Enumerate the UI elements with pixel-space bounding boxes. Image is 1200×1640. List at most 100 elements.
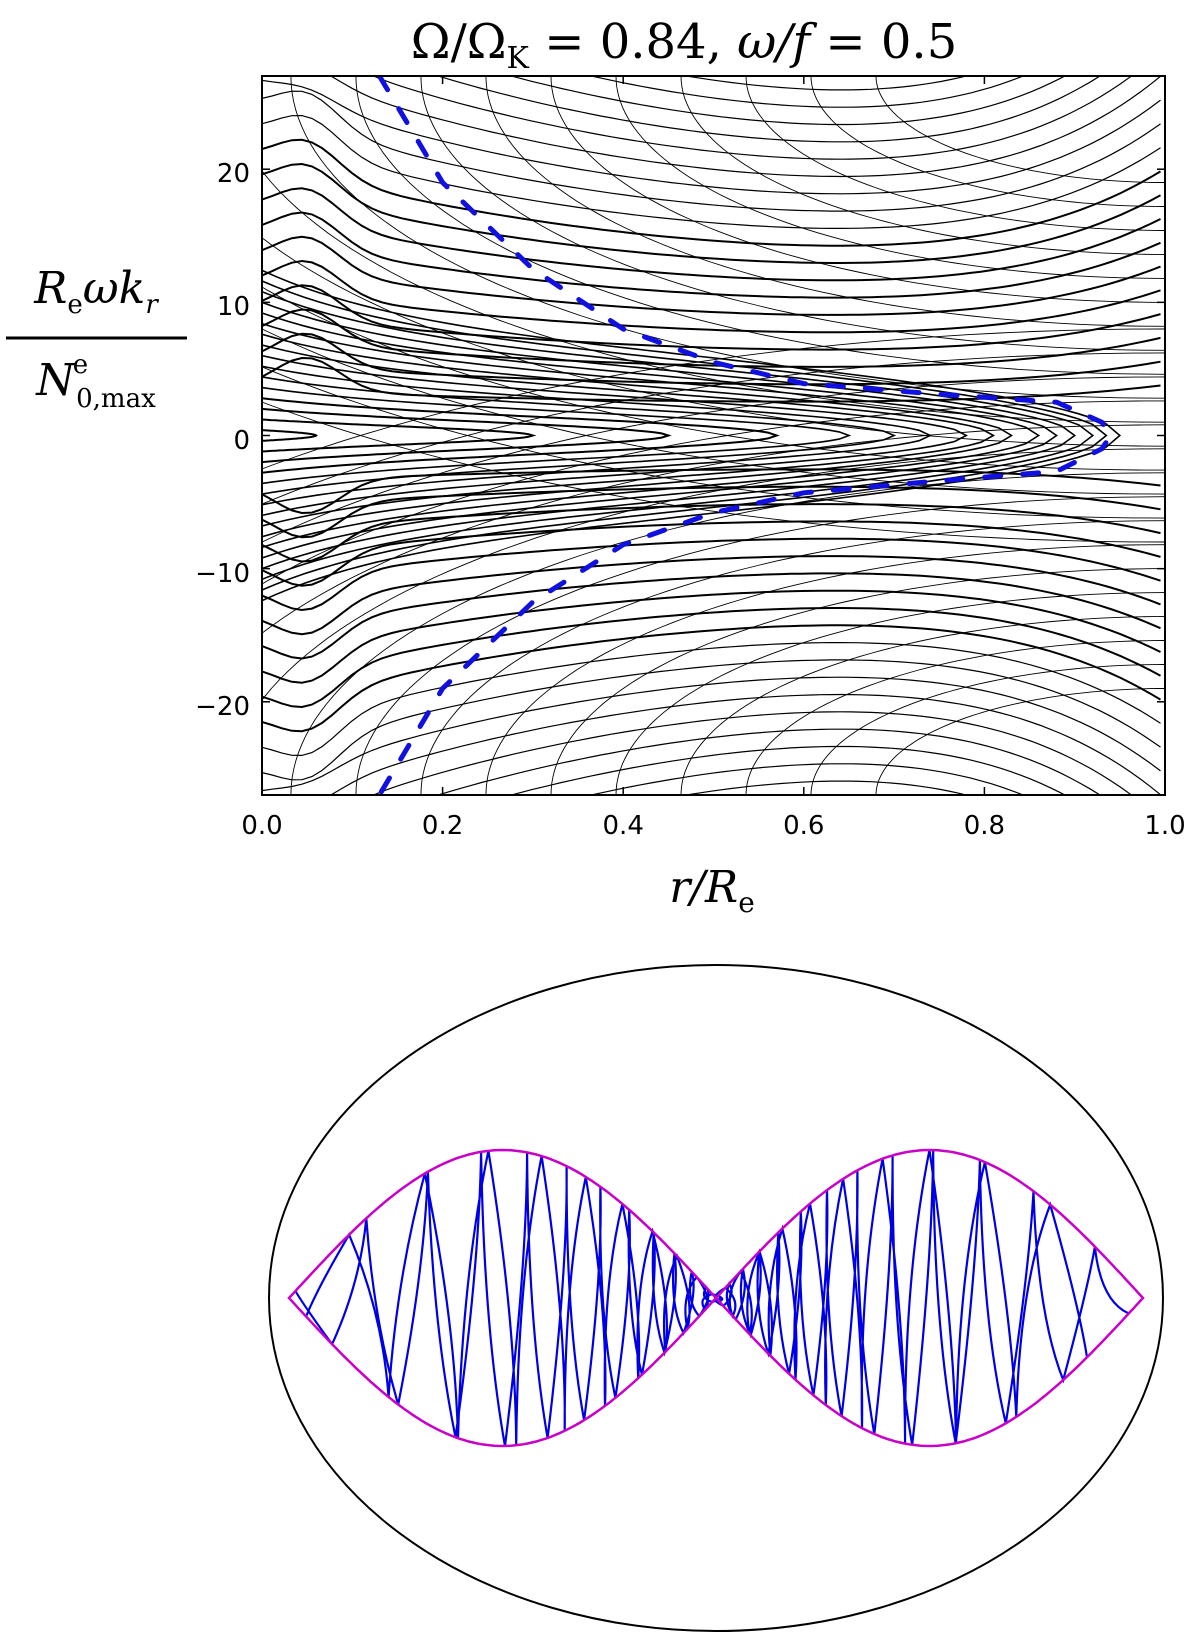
- dashed-curve: [376, 76, 1114, 795]
- contour-line: [550, 76, 1165, 303]
- contour-line: [262, 170, 1165, 423]
- y-tick-labels: 20 10 0 −10 −20: [195, 159, 250, 722]
- contour-line: [745, 640, 1165, 795]
- contour-line: [680, 76, 1165, 255]
- contour-line: [329, 76, 1161, 178]
- contour-line: [262, 284, 1161, 351]
- contour-line: [262, 322, 1041, 549]
- contour-line: [420, 520, 1165, 795]
- x-tick-label: 0.8: [964, 811, 1005, 841]
- contour-line: [262, 407, 672, 464]
- x-axis-label-main: r/R: [669, 862, 738, 913]
- contour-line: [262, 401, 1165, 543]
- contour-line: [680, 616, 1165, 795]
- contour-line: [262, 572, 1161, 660]
- propagation-boundary: [287, 1148, 1145, 1448]
- contour-line: [262, 448, 1165, 701]
- x-tick-label: 1.0: [1144, 811, 1185, 841]
- ray-path: [294, 1149, 1130, 1447]
- contour-line: [262, 235, 1161, 316]
- contour-line: [508, 745, 1067, 795]
- contour-line: [262, 589, 1161, 684]
- contour-line: [262, 269, 1122, 602]
- contour-lines: [262, 76, 1165, 1018]
- contour-line: [262, 308, 1161, 368]
- contour-line: [550, 568, 1165, 795]
- y-tick-label: 10: [217, 292, 250, 322]
- x-tick-labels: 0.0 0.2 0.4 0.6 0.8 1.0: [241, 811, 1185, 841]
- title-omega-ratio: Ω/Ω: [411, 14, 507, 70]
- contour-line: [262, 418, 537, 453]
- contour-line: [290, 76, 1165, 399]
- contour-line: [262, 429, 319, 442]
- contour-line: [262, 386, 852, 485]
- contour-line: [683, 76, 969, 91]
- contour-line: [588, 76, 1025, 108]
- contour-line: [262, 366, 1165, 519]
- contour-line: [810, 664, 1165, 795]
- contour-line: [262, 485, 1161, 539]
- contour-line: [355, 76, 1165, 375]
- contour-line: [262, 520, 1161, 587]
- contour-line: [262, 90, 1161, 212]
- chart-title: Ω/ΩK = 0.84, ω/f = 0.5: [411, 14, 957, 76]
- axis-ticks: [261, 76, 1166, 795]
- contour-line: [262, 290, 1095, 581]
- contour-line: [262, 356, 1161, 403]
- y-tick-label: 0: [233, 426, 250, 456]
- plot-frame: [261, 75, 1166, 796]
- contour-line: [329, 693, 1161, 795]
- contour-line: [262, 354, 969, 517]
- contour-line: [262, 642, 1161, 757]
- contour-line: [588, 763, 1025, 795]
- contour-line: [262, 624, 1162, 733]
- contour-line: [262, 503, 1161, 563]
- contour-line: [615, 592, 1165, 795]
- contour-line: [262, 79, 1161, 195]
- contour-line: [262, 676, 1161, 792]
- contour-line: [810, 76, 1165, 207]
- contour-line: [262, 259, 1161, 334]
- contour-line: [262, 555, 1161, 636]
- contour-line: [262, 537, 1161, 612]
- contour-line: [262, 468, 1161, 515]
- title-value-2: = 0.5: [810, 14, 957, 70]
- contour-line: [262, 286, 1165, 471]
- contour-line: [262, 114, 1161, 229]
- contour-line: [262, 211, 1161, 299]
- contour-line: [372, 76, 1133, 160]
- contour-line: [435, 728, 1102, 795]
- contour-line: [420, 76, 1165, 351]
- x-tick-label: 0.2: [422, 811, 463, 841]
- x-axis-label-sub: e: [738, 886, 755, 919]
- contour-line: [262, 376, 897, 495]
- star-outline: [268, 964, 1164, 1632]
- contour-line: [262, 833, 1161, 1018]
- title-subscript-k: K: [507, 41, 530, 76]
- contour-line: [683, 780, 969, 795]
- contour-line: [262, 332, 1161, 386]
- contour-line: [355, 496, 1165, 795]
- contour-line: [262, 400, 1165, 585]
- title-frequency-ratio: ω/f: [737, 14, 817, 70]
- x-axis-label: r/Re: [669, 862, 755, 919]
- top-chart: Ω/ΩK = 0.84, ω/f = 0.5 20 10 0 −10 −20 0…: [6, 14, 1186, 1018]
- contour-line: [262, 162, 1161, 264]
- title-value-1: = 0.84,: [529, 14, 737, 70]
- contour-line: [290, 472, 1165, 795]
- contour-line: [875, 76, 1165, 183]
- x-tick-label: 0.4: [603, 811, 644, 841]
- y-axis-label-denominator: Ne 0,max: [35, 350, 156, 414]
- contour-line: [262, 237, 1165, 447]
- contour-line: [262, 607, 1161, 709]
- dashed-curve-layer: [376, 76, 1114, 795]
- contour-line: [262, 659, 1161, 781]
- contour-line: [262, 424, 1165, 634]
- contour-line: [262, 333, 1014, 538]
- contour-line: [262, 344, 996, 527]
- contour-line: [615, 76, 1165, 279]
- y-tick-label: 20: [217, 159, 250, 189]
- contour-line: [262, 312, 1059, 559]
- contour-line: [262, 397, 780, 474]
